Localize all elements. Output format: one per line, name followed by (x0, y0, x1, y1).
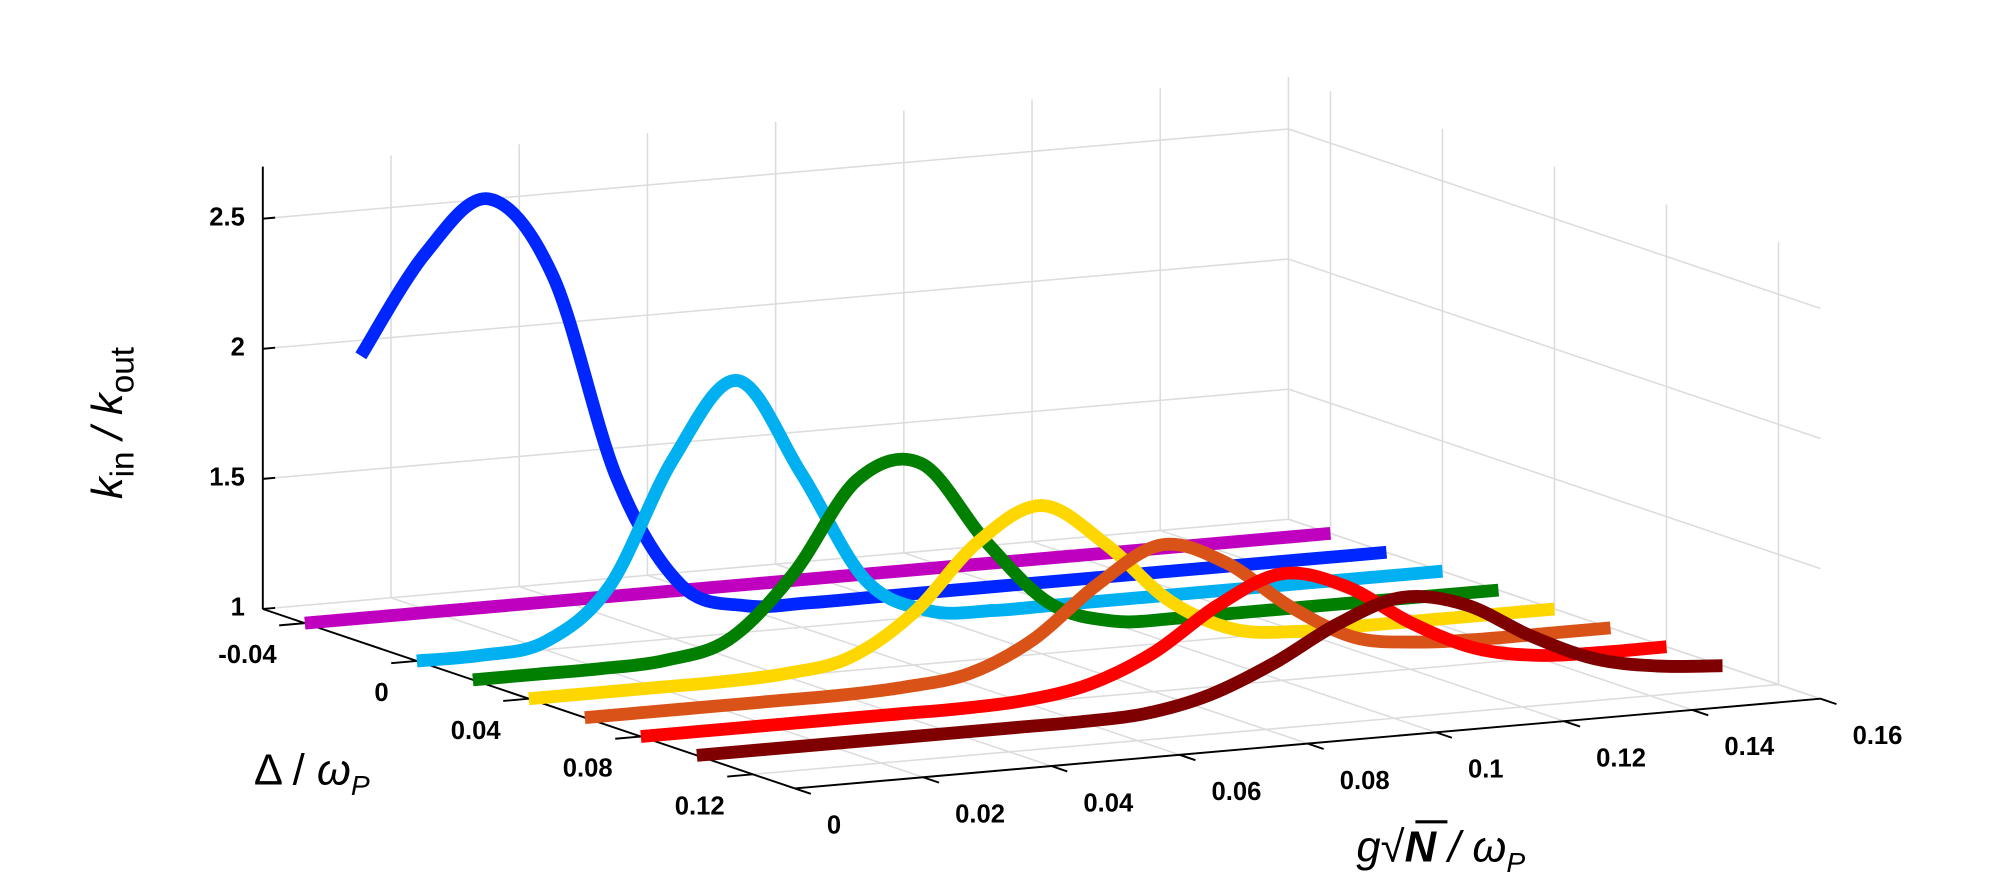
grid-line (1288, 258, 1821, 440)
ribbon (528, 499, 1556, 706)
z-tick (262, 606, 276, 610)
y-tick (615, 735, 641, 740)
y-tick-label: 0.12 (675, 792, 725, 820)
z-tick-label: 2 (231, 334, 245, 362)
y-tick-label: 0.08 (563, 755, 613, 783)
x-axis-label: g√N / ωP (1356, 824, 1525, 878)
grid-line (1288, 388, 1821, 570)
z-tick (262, 476, 276, 480)
x-tick-label: 0.04 (1083, 789, 1134, 817)
x-label-part: g (1356, 824, 1380, 872)
x-tick (1563, 720, 1581, 728)
x-tick (1307, 742, 1324, 750)
ribbons (304, 192, 1723, 762)
ribbon (696, 589, 1723, 762)
grid-line (262, 258, 1289, 350)
x-tick (1050, 765, 1068, 773)
x-tick-label: 0.12 (1596, 744, 1646, 772)
y-tick-label: 0 (374, 679, 388, 707)
x-label-part: / (1436, 824, 1472, 872)
x-label-part: ω (1472, 824, 1506, 872)
ribbon (584, 537, 1612, 724)
z-tick-label: 1 (231, 594, 245, 622)
y-label-part: P (351, 769, 370, 801)
x-tick-label: 0.08 (1340, 767, 1390, 795)
x-axis (794, 697, 1821, 790)
y-label-part: Δ / (254, 747, 317, 795)
x-tick-label: 0.14 (1724, 733, 1775, 761)
z-tick (262, 216, 276, 220)
y-tick-label: -0.04 (218, 641, 277, 669)
x-tick-label: 0.06 (1212, 778, 1262, 806)
x-tick-label: 0.02 (955, 800, 1005, 828)
z-label-part: k (84, 475, 132, 499)
y-axis-label: Δ / ωP (254, 747, 370, 801)
ribbon (640, 566, 1668, 743)
y-tick (279, 622, 305, 627)
grid-line (262, 518, 1289, 610)
x-tick (1820, 697, 1837, 706)
x-label-part: P (1506, 846, 1525, 878)
grid-line (1288, 128, 1821, 310)
x-tick-label: 0.16 (1853, 722, 1903, 750)
x-tick-label: 0 (827, 812, 841, 840)
y-tick (727, 773, 753, 778)
y-tick-label: 0.04 (451, 717, 502, 745)
x-tick (922, 776, 940, 784)
x-tick (1692, 709, 1709, 717)
z-label-part: / (84, 415, 132, 451)
x-tick-label: 0.1 (1468, 756, 1504, 784)
z-label-part: k (84, 391, 132, 415)
z-tick-label: 1.5 (209, 464, 245, 492)
grid-line (262, 128, 1289, 220)
z-tick (262, 346, 276, 350)
z-axis-label: kin / kout (84, 346, 142, 499)
z-label-part: in (104, 451, 141, 477)
x-tick (1435, 731, 1453, 739)
z-tick-label: 2.5 (209, 203, 245, 231)
y-label-part: ω (317, 747, 351, 795)
y-tick (391, 659, 417, 665)
z-label-part: out (104, 346, 141, 393)
x-label-part: √ (1381, 824, 1405, 872)
x-label-part: N (1405, 824, 1438, 872)
grid-line (752, 683, 1779, 776)
x-tick (1179, 753, 1196, 762)
y-tick (503, 697, 529, 702)
ribbon (355, 192, 1388, 614)
x-tick (794, 787, 812, 795)
